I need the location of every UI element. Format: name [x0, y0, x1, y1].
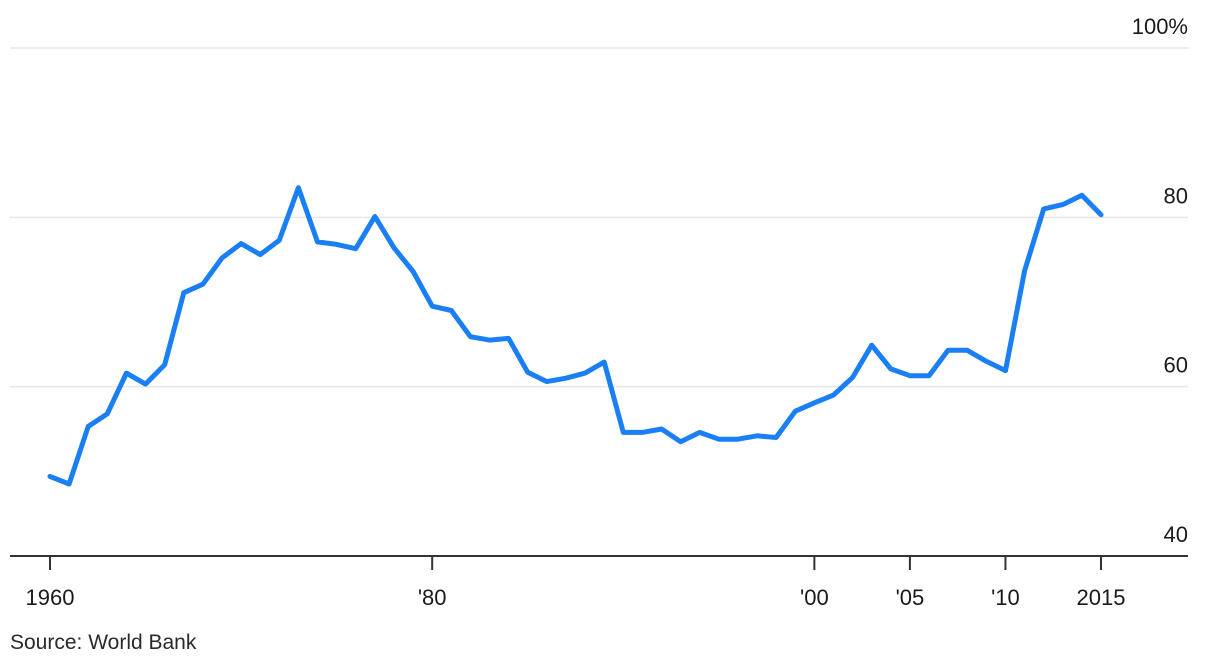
x-axis: [10, 555, 1188, 570]
source-note: Source: World Bank: [10, 631, 197, 654]
x-tick-labels: 1960 '80 '00 '05 '10 2015: [26, 585, 1126, 610]
line-chart: 40 60 80 100% 1960 '80 '00 '05 '10 2015: [10, 14, 1188, 610]
series-line-0: [47, 185, 1104, 487]
series-layer: [47, 185, 1104, 487]
x-tick-label-2015: 2015: [1077, 585, 1126, 610]
x-tick-label-1980: '80: [418, 585, 447, 610]
y-tick-label-100: 100%: [1132, 14, 1188, 39]
y-tick-label-80: 80: [1164, 183, 1188, 208]
x-tick-label-2010: '10: [991, 585, 1020, 610]
y-tick-label-60: 60: [1164, 353, 1188, 378]
x-tick-label-2000: '00: [800, 585, 829, 610]
x-tick-label-2005: '05: [896, 585, 925, 610]
y-tick-label-40: 40: [1164, 522, 1188, 547]
grid-lines: [10, 47, 1188, 388]
y-tick-labels: 40 60 80 100%: [1132, 14, 1188, 547]
x-tick-label-1960: 1960: [26, 585, 75, 610]
